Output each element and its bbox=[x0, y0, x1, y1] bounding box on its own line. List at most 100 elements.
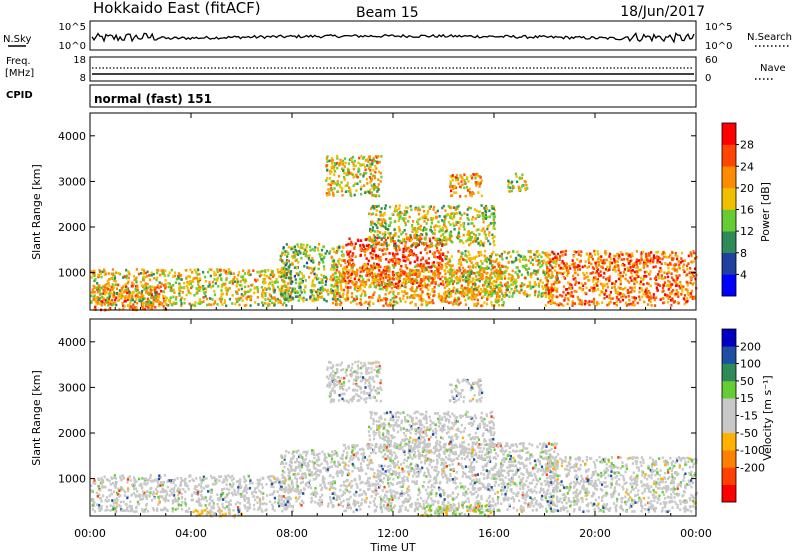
range-gate-cell bbox=[376, 190, 379, 193]
range-gate-cell bbox=[134, 287, 137, 291]
range-gate-cell bbox=[551, 287, 554, 291]
range-gate-cell bbox=[122, 295, 125, 298]
range-gate-cell bbox=[399, 272, 403, 275]
range-gate-cell bbox=[458, 279, 462, 282]
range-gate-cell bbox=[389, 205, 392, 209]
range-gate-cell bbox=[652, 293, 655, 296]
range-gate-cell bbox=[242, 278, 245, 282]
range-gate-cell bbox=[653, 277, 657, 280]
range-gate-cell bbox=[116, 299, 120, 302]
range-gate-cell bbox=[141, 295, 144, 299]
range-gate-cell bbox=[371, 226, 375, 229]
range-gate-cell bbox=[385, 288, 388, 292]
range-gate-cell bbox=[624, 277, 627, 281]
range-gate-cell bbox=[514, 286, 517, 290]
range-gate-cell bbox=[198, 277, 202, 280]
range-gate-cell bbox=[656, 261, 659, 264]
range-gate-cell bbox=[287, 296, 290, 300]
range-gate-cell bbox=[375, 242, 378, 246]
range-gate-cell bbox=[372, 168, 375, 172]
range-gate-cell bbox=[379, 277, 382, 281]
range-gate-cell bbox=[363, 171, 366, 175]
range-gate-cell bbox=[403, 271, 406, 274]
range-gate-cell bbox=[683, 259, 686, 262]
range-gate-cell bbox=[379, 284, 382, 287]
power-colorbar-label: Power [dB] bbox=[759, 182, 772, 242]
range-gate-cell bbox=[511, 295, 514, 298]
range-gate-cell bbox=[372, 293, 375, 296]
range-gate-cell bbox=[103, 301, 106, 305]
range-gate-cell bbox=[118, 308, 121, 311]
range-gate-cell bbox=[383, 242, 386, 246]
range-gate-cell bbox=[380, 222, 384, 226]
range-gate-cell bbox=[221, 303, 224, 306]
range-gate-cell bbox=[626, 288, 629, 292]
range-gate-cell bbox=[485, 210, 488, 214]
range-gate-cell bbox=[580, 250, 583, 253]
range-gate-cell bbox=[290, 246, 293, 249]
range-gate-cell bbox=[356, 182, 359, 185]
range-gate-cell bbox=[132, 290, 135, 294]
range-gate-cell bbox=[484, 233, 487, 237]
range-gate-cell bbox=[336, 265, 339, 269]
range-gate-cell bbox=[444, 217, 447, 220]
range-gate-cell bbox=[480, 296, 484, 300]
range-gate-cell bbox=[362, 163, 365, 167]
range-gate-cell bbox=[311, 268, 314, 271]
range-gate-cell bbox=[411, 296, 414, 299]
range-gate-cell bbox=[342, 277, 346, 281]
range-gate-cell bbox=[510, 279, 513, 283]
range-gate-cell bbox=[103, 270, 106, 273]
range-gate-cell bbox=[365, 300, 368, 304]
range-gate-cell bbox=[406, 236, 409, 239]
range-gate-cell bbox=[595, 277, 598, 281]
range-gate-cell bbox=[418, 226, 421, 229]
range-gate-cell bbox=[675, 274, 678, 278]
range-gate-cell bbox=[299, 286, 302, 289]
range-gate-cell bbox=[369, 169, 372, 172]
range-gate-cell bbox=[603, 297, 606, 300]
range-gate-cell bbox=[440, 295, 443, 299]
range-gate-cell bbox=[439, 248, 442, 252]
range-gate-cell bbox=[441, 265, 444, 268]
range-gate-cell bbox=[538, 281, 541, 285]
range-gate-cell bbox=[457, 204, 461, 208]
range-gate-cell bbox=[185, 269, 188, 272]
range-gate-cell bbox=[574, 262, 577, 265]
range-gate-cell bbox=[489, 262, 492, 265]
range-gate-cell bbox=[644, 270, 647, 274]
range-gate-cell bbox=[404, 273, 407, 277]
range-gate-cell bbox=[301, 277, 304, 281]
range-gate-cell bbox=[594, 262, 597, 265]
range-gate-cell bbox=[365, 274, 368, 277]
range-gate-cell bbox=[588, 261, 591, 264]
range-gate-cell bbox=[439, 277, 442, 281]
range-gate-cell bbox=[198, 300, 201, 304]
range-gate-cell bbox=[346, 291, 349, 295]
range-gate-cell bbox=[641, 295, 644, 299]
range-gate-cell bbox=[287, 259, 290, 263]
range-gate-cell bbox=[433, 205, 436, 209]
range-gate-cell bbox=[655, 278, 658, 281]
range-gate-cell bbox=[376, 226, 379, 230]
range-gate-cell bbox=[493, 270, 496, 273]
range-gate-cell bbox=[423, 237, 426, 240]
range-gate-cell bbox=[127, 476, 130, 480]
range-gate-cell bbox=[574, 280, 577, 283]
range-gate-cell bbox=[348, 186, 351, 189]
range-gate-cell bbox=[574, 277, 577, 280]
range-gate-cell bbox=[331, 247, 334, 251]
noise-sky-label: N.Sky bbox=[3, 34, 31, 45]
range-gate-cell bbox=[686, 299, 689, 303]
range-gate-cell bbox=[163, 273, 166, 277]
range-gate-cell bbox=[177, 272, 181, 275]
range-gate-cell bbox=[404, 278, 407, 282]
range-gate-cell bbox=[518, 291, 521, 295]
range-gate-cell bbox=[642, 262, 645, 266]
range-gate-cell bbox=[693, 257, 697, 260]
range-gate-cell bbox=[237, 510, 240, 513]
range-gate-cell bbox=[459, 224, 462, 227]
range-gate-cell bbox=[223, 299, 226, 302]
range-gate-cell bbox=[650, 251, 653, 254]
range-gate-cell bbox=[385, 244, 388, 247]
